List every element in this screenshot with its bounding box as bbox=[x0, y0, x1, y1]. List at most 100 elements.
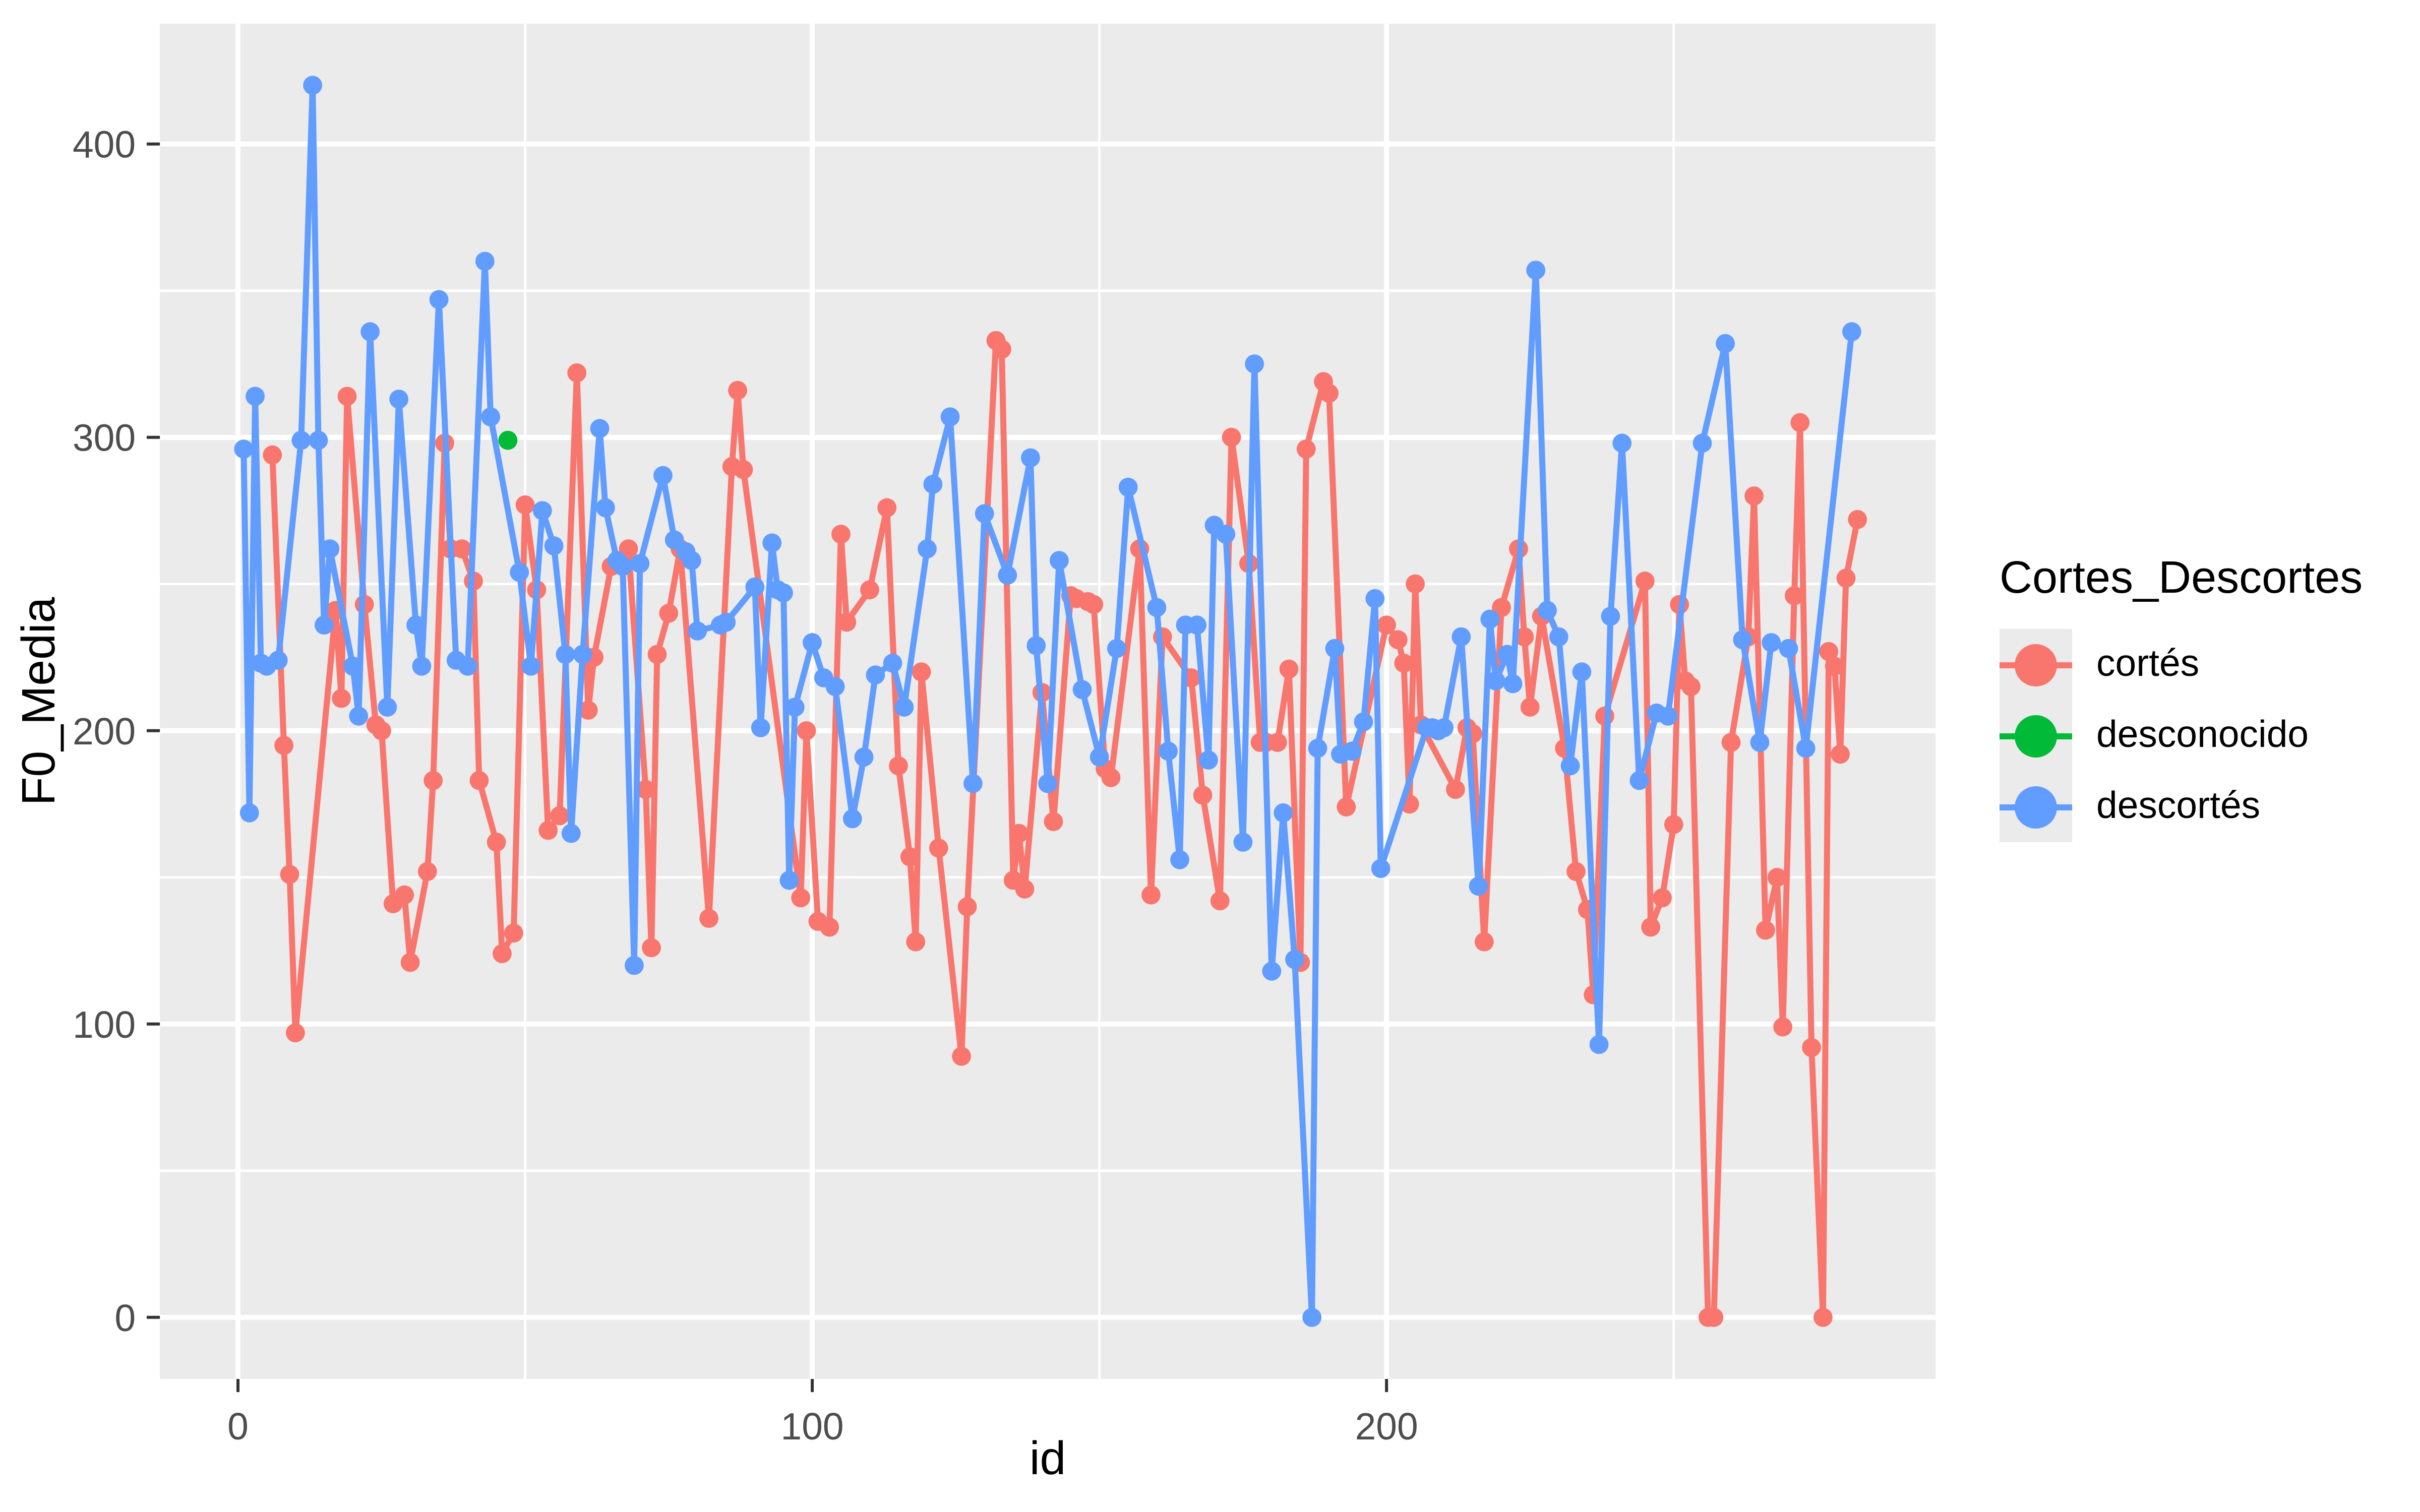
data-point-cortés bbox=[1836, 569, 1856, 588]
data-point-descortés bbox=[762, 533, 782, 553]
data-point-descortés bbox=[246, 387, 265, 406]
data-point-cortés bbox=[912, 662, 931, 682]
data-point-cortés bbox=[734, 460, 753, 479]
data-point-descortés bbox=[1199, 750, 1218, 770]
data-point-descortés bbox=[475, 251, 495, 271]
data-point-cortés bbox=[797, 721, 816, 740]
data-point-cortés bbox=[1520, 698, 1540, 717]
data-point-descortés bbox=[745, 577, 765, 597]
data-point-descortés bbox=[1750, 733, 1770, 752]
data-point-descortés bbox=[1302, 1308, 1322, 1327]
data-point-desconocido bbox=[498, 430, 518, 450]
data-point-descortés bbox=[1159, 741, 1178, 761]
legend-key-icon bbox=[2000, 771, 2072, 842]
data-point-cortés bbox=[906, 932, 926, 952]
data-point-cortés bbox=[1802, 1038, 1821, 1057]
data-point-cortés bbox=[1141, 885, 1161, 905]
data-point-descortés bbox=[1354, 712, 1373, 732]
data-point-cortés bbox=[1492, 598, 1511, 617]
data-point-cortés bbox=[1279, 659, 1299, 679]
data-point-cortés bbox=[452, 539, 472, 558]
data-point-descortés bbox=[1245, 354, 1264, 373]
data-point-cortés bbox=[831, 525, 851, 544]
data-point-cortés bbox=[1641, 917, 1661, 937]
y-tick-label: 0 bbox=[114, 1297, 136, 1339]
data-point-cortés bbox=[1210, 891, 1230, 911]
data-point-descortés bbox=[1601, 606, 1620, 626]
data-point-descortés bbox=[320, 539, 340, 558]
legend-rows: cortés desconocido descortés bbox=[2000, 629, 2408, 842]
data-point-descortés bbox=[239, 803, 259, 823]
data-point-cortés bbox=[1704, 1308, 1724, 1327]
data-point-descortés bbox=[234, 439, 254, 459]
data-point-cortés bbox=[837, 612, 857, 632]
data-point-cortés bbox=[820, 917, 839, 937]
data-point-descortés bbox=[521, 656, 540, 676]
data-point-descortés bbox=[688, 621, 707, 641]
data-point-descortés bbox=[825, 677, 845, 697]
data-point-descortés bbox=[1090, 747, 1109, 767]
data-point-descortés bbox=[1779, 639, 1798, 658]
data-point-cortés bbox=[1566, 862, 1586, 881]
data-point-descortés bbox=[360, 322, 380, 342]
data-point-cortés bbox=[286, 1023, 305, 1043]
data-point-cortés bbox=[538, 821, 558, 840]
data-point-cortés bbox=[900, 847, 920, 866]
data-point-cortés bbox=[1193, 785, 1213, 805]
data-point-cortés bbox=[619, 539, 638, 558]
data-point-cortés bbox=[400, 953, 420, 972]
data-point-descortés bbox=[1050, 551, 1069, 571]
data-point-descortés bbox=[1308, 738, 1327, 758]
data-point-descortés bbox=[458, 656, 477, 676]
data-point-descortés bbox=[406, 615, 426, 635]
data-point-cortés bbox=[791, 888, 811, 908]
data-point-descortés bbox=[1285, 950, 1304, 969]
data-point-cortés bbox=[1446, 780, 1465, 799]
data-point-cortés bbox=[372, 721, 391, 740]
data-point-descortés bbox=[613, 556, 633, 576]
data-point-descortés bbox=[1733, 630, 1752, 650]
data-point-cortés bbox=[728, 381, 748, 400]
data-point-cortés bbox=[337, 387, 357, 406]
y-tick-label: 100 bbox=[73, 1003, 136, 1046]
data-point-cortés bbox=[1296, 439, 1316, 459]
data-point-cortés bbox=[1681, 677, 1701, 697]
legend-title: Cortes_Descortes bbox=[2000, 553, 2363, 603]
data-point-cortés bbox=[417, 862, 437, 881]
data-point-cortés bbox=[1406, 574, 1425, 594]
data-point-cortés bbox=[1044, 812, 1063, 832]
data-point-descortés bbox=[1038, 774, 1057, 793]
data-point-cortés bbox=[1388, 630, 1408, 650]
legend-row-descortés: descortés bbox=[2000, 771, 2408, 842]
data-point-cortés bbox=[659, 603, 679, 623]
data-point-descortés bbox=[751, 718, 770, 737]
data-point-descortés bbox=[630, 554, 650, 574]
data-point-descortés bbox=[1026, 636, 1046, 655]
data-point-descortés bbox=[918, 539, 937, 558]
data-point-cortés bbox=[889, 756, 908, 776]
data-point-cortés bbox=[877, 498, 897, 518]
data-point-cortés bbox=[395, 885, 414, 905]
legend-key-icon bbox=[2000, 629, 2072, 700]
legend-row-cortés: cortés bbox=[2000, 629, 2408, 700]
data-point-descortés bbox=[315, 615, 334, 635]
data-point-cortés bbox=[1831, 744, 1850, 764]
x-tick-label: 0 bbox=[227, 1405, 249, 1447]
data-point-descortés bbox=[1216, 525, 1236, 544]
data-point-descortés bbox=[883, 653, 902, 673]
data-point-descortés bbox=[590, 419, 610, 438]
data-point-descortés bbox=[1549, 627, 1568, 647]
data-point-descortés bbox=[1503, 674, 1523, 694]
x-axis-title: id bbox=[1030, 1432, 1066, 1484]
data-point-descortés bbox=[894, 698, 914, 717]
data-point-cortés bbox=[1721, 733, 1741, 752]
data-point-descortés bbox=[1486, 671, 1505, 690]
data-point-cortés bbox=[992, 340, 1011, 359]
legend-key-icon bbox=[2000, 700, 2072, 771]
x-tick-label: 200 bbox=[1355, 1405, 1418, 1447]
data-point-cortés bbox=[550, 806, 569, 826]
data-point-descortés bbox=[653, 466, 673, 485]
y-tick-label: 400 bbox=[73, 123, 136, 166]
data-point-descortés bbox=[378, 698, 397, 717]
data-point-cortés bbox=[647, 645, 667, 664]
